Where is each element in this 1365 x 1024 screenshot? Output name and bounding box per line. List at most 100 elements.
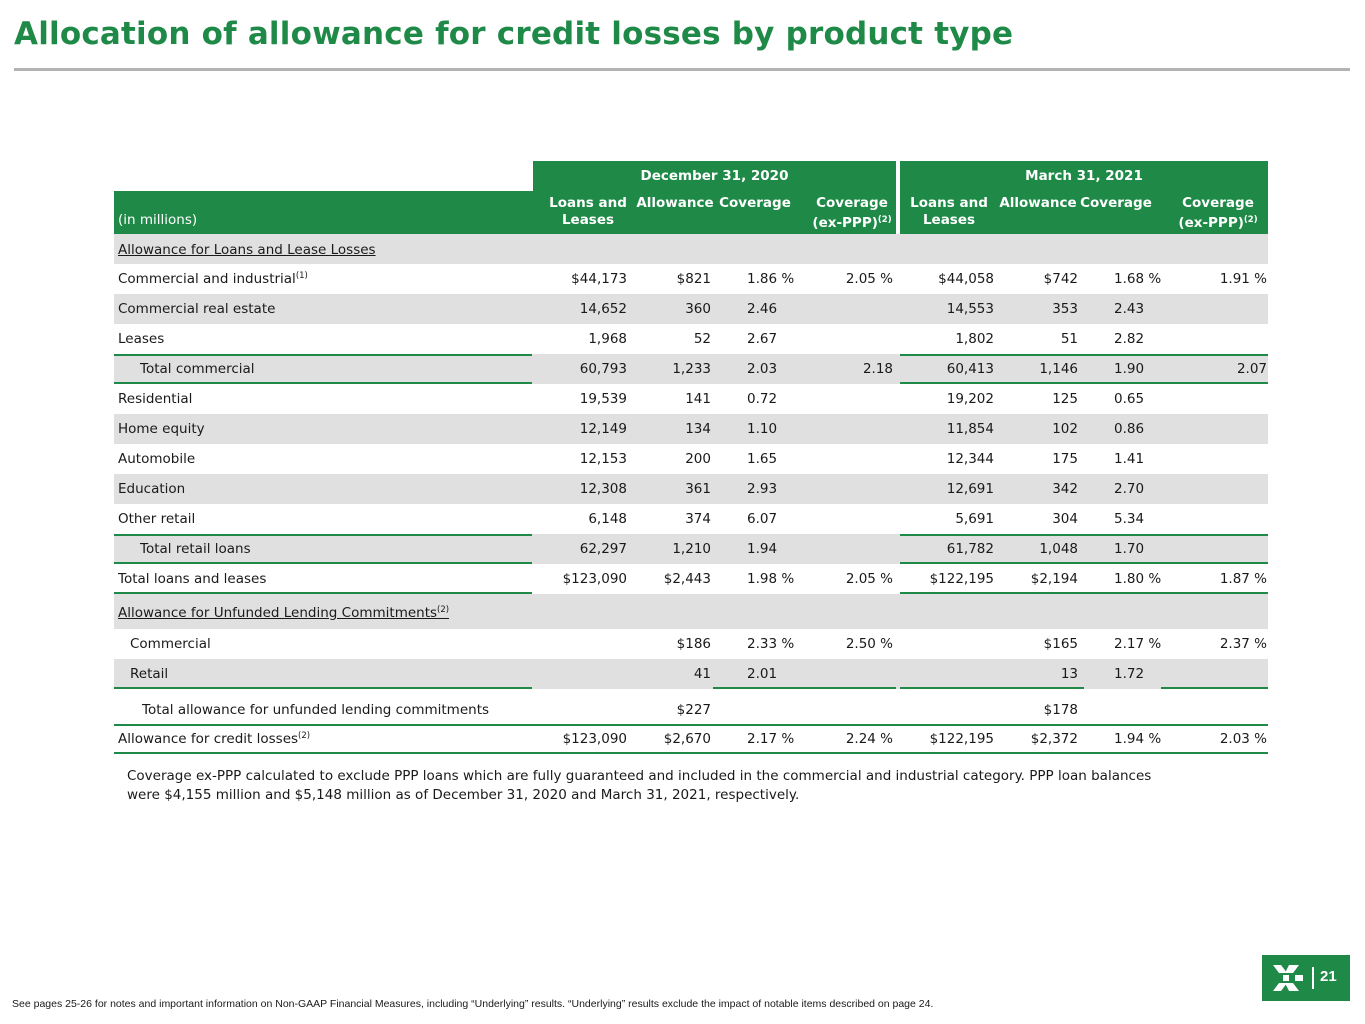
d-loans-value: $123,090: [562, 731, 627, 747]
d-allow-value: 134: [685, 421, 711, 437]
d-allow-value: 360: [685, 301, 711, 317]
table-row: Home equity 12,149 134 1.10 11,854 102 0.86: [114, 414, 1268, 444]
m-allow-value: 13: [1060, 666, 1078, 682]
m-allow-value: $2,194: [1030, 571, 1078, 587]
d-loans-value: 14,652: [579, 301, 627, 317]
mar-2021-column-headers: Loans and Leases Allowance Coverage Cover…: [900, 191, 1268, 234]
page-number: 21: [1320, 968, 1337, 985]
unit-label: (in millions): [118, 212, 198, 228]
row-label: Commercial and industrial(1): [118, 271, 308, 287]
row-label: Total commercial: [140, 361, 255, 377]
m-allow-value: 102: [1052, 421, 1078, 437]
total-rule: [114, 752, 1268, 754]
d-loans-value: $123,090: [562, 571, 627, 587]
m-loans-value: 12,691: [946, 481, 994, 497]
m-cov-value: 2.82: [1114, 331, 1145, 347]
d-allow-value: 200: [685, 451, 711, 467]
total-rule: [114, 534, 532, 536]
m-loans-value: $122,195: [929, 571, 994, 587]
table-row: Total allowance for unfunded lending com…: [114, 689, 1268, 724]
row-label: Commercial real estate: [118, 301, 276, 317]
m-cov-value: 1.90: [1114, 361, 1145, 377]
d-covx-value: 2.05 %: [845, 571, 893, 587]
d-allow-value: $186: [676, 636, 711, 652]
allowance-credit-losses-row: Allowance for credit losses(2) $123,090 $2…: [114, 724, 1268, 754]
m-cov-value: 1.80 %: [1114, 571, 1162, 587]
m-cov-value: 5.34: [1114, 511, 1145, 527]
d-loans-value: $44,173: [571, 271, 627, 287]
col-coverage-ex-ppp-header: Coverage (ex-PPP)(2): [812, 195, 892, 231]
d-loans-value: 19,539: [579, 391, 627, 407]
row-label: Home equity: [118, 421, 205, 437]
section-header-allowance-loans: Allowance for Loans and Lease Losses: [114, 234, 1268, 264]
d-covx-value: 2.24 %: [845, 731, 893, 747]
brand-badge: 21: [1262, 955, 1350, 1001]
total-rule: [900, 687, 1084, 689]
d-covx-value: 2.18: [862, 361, 893, 377]
table-row: Total loans and leases $123,090 $2,443 1.98…: [114, 564, 1268, 594]
d-loans-value: 12,149: [579, 421, 627, 437]
d-loans-value: 60,793: [579, 361, 627, 377]
d-loans-value: 6,148: [588, 511, 627, 527]
m-cov-value: 1.72: [1114, 666, 1145, 682]
m-allow-value: 353: [1052, 301, 1078, 317]
section-title: Allowance for Loans and Lease Losses: [118, 242, 376, 258]
m-cov-value: 2.43: [1114, 301, 1145, 317]
m-cov-value: 1.94 %: [1114, 731, 1162, 747]
d-cov-value: 2.67: [747, 331, 778, 347]
m-cov-value: 0.65: [1114, 391, 1145, 407]
m-loans-value: $122,195: [929, 731, 994, 747]
table-row: Automobile 12,153 200 1.65 12,344 175 1.41: [114, 444, 1268, 474]
row-label: Total retail loans: [140, 541, 251, 557]
d-cov-value: 6.07: [747, 511, 778, 527]
total-rule: [900, 592, 1268, 594]
badge-divider: [1312, 967, 1314, 989]
col-coverage-ex-ppp-header: Coverage (ex-PPP)(2): [1178, 195, 1258, 231]
m-allow-value: 1,146: [1039, 361, 1078, 377]
m-allow-value: 342: [1052, 481, 1078, 497]
row-label: Total loans and leases: [118, 571, 267, 587]
m-cov-value: 2.70: [1114, 481, 1145, 497]
total-rule: [713, 687, 896, 689]
d-cov-value: 2.46: [747, 301, 778, 317]
m-allow-value: 304: [1052, 511, 1078, 527]
m-allow-value: 51: [1060, 331, 1078, 347]
m-covx-value: 2.37 %: [1219, 636, 1267, 652]
d-covx-value: 2.05 %: [845, 271, 893, 287]
row-label: Residential: [118, 391, 193, 407]
table-row: Leases 1,968 52 2.67 1,802 51 2.82: [114, 324, 1268, 354]
m-loans-value: 5,691: [955, 511, 994, 527]
total-rule: [114, 354, 532, 356]
col-loans-header: Loans and Leases: [910, 195, 988, 228]
m-allow-value: $165: [1043, 636, 1078, 652]
m-covx-value: 2.07: [1236, 361, 1267, 377]
row-label: Automobile: [118, 451, 196, 467]
d-loans-value: 12,153: [579, 451, 627, 467]
d-loans-value: 12,308: [579, 481, 627, 497]
m-loans-value: $44,058: [938, 271, 994, 287]
d-allow-value: 374: [685, 511, 711, 527]
m-loans-value: 1,802: [955, 331, 994, 347]
m-loans-value: 19,202: [946, 391, 994, 407]
d-loans-value: 62,297: [579, 541, 627, 557]
d-cov-value: 1.86 %: [747, 271, 795, 287]
total-rule: [114, 724, 1268, 726]
d-covx-value: 2.50 %: [845, 636, 893, 652]
m-allow-value: 125: [1052, 391, 1078, 407]
d-allow-value: 1,233: [672, 361, 711, 377]
total-rule: [900, 382, 1268, 384]
d-allow-value: 361: [685, 481, 711, 497]
d-allow-value: $2,443: [663, 571, 711, 587]
d-cov-value: 2.93: [747, 481, 778, 497]
d-cov-value: 2.01: [747, 666, 778, 682]
row-label: Total allowance for unfunded lending com…: [142, 702, 490, 718]
table-row: Total commercial 60,793 1,233 2.03 2.18 60,41…: [114, 354, 1268, 384]
total-rule: [114, 382, 532, 384]
m-allow-value: $2,372: [1030, 731, 1078, 747]
d-allow-value: $2,670: [663, 731, 711, 747]
section-header-unfunded: Allowance for Unfunded Lending Commitmen…: [114, 594, 1268, 629]
d-cov-value: 1.65: [747, 451, 778, 467]
m-cov-value: 0.86: [1114, 421, 1145, 437]
d-allow-value: 52: [693, 331, 711, 347]
d-allow-value: 41: [693, 666, 711, 682]
